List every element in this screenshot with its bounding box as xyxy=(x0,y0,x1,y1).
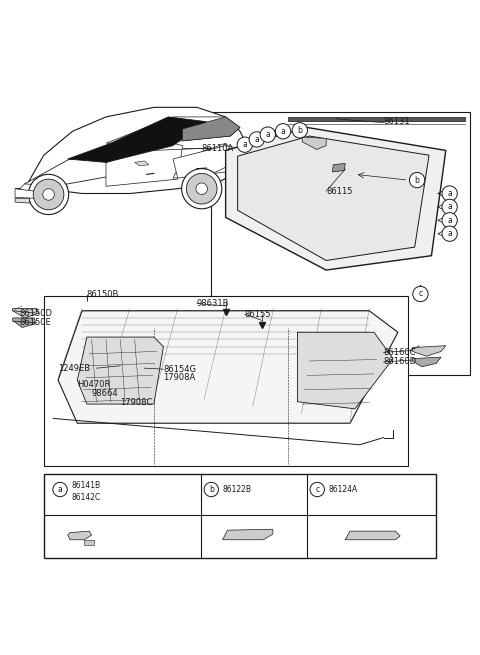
Text: b: b xyxy=(209,485,214,494)
Text: a: a xyxy=(281,127,286,136)
Text: 86141B: 86141B xyxy=(72,481,101,490)
Circle shape xyxy=(204,482,218,496)
Circle shape xyxy=(43,189,54,200)
Circle shape xyxy=(442,226,457,241)
Circle shape xyxy=(292,122,308,138)
Circle shape xyxy=(28,174,69,215)
Circle shape xyxy=(196,183,207,195)
Polygon shape xyxy=(238,136,429,261)
Polygon shape xyxy=(68,531,92,540)
Polygon shape xyxy=(223,529,273,540)
Circle shape xyxy=(442,186,457,201)
Text: 86131: 86131 xyxy=(384,117,410,126)
Polygon shape xyxy=(58,310,398,423)
Text: 86110A: 86110A xyxy=(202,143,234,153)
Circle shape xyxy=(442,199,457,215)
Text: 86160C: 86160C xyxy=(384,348,416,357)
Text: 86124A: 86124A xyxy=(329,485,358,494)
Text: b: b xyxy=(415,176,420,185)
Polygon shape xyxy=(24,151,140,186)
Polygon shape xyxy=(68,117,206,162)
Text: a: a xyxy=(242,140,247,149)
Polygon shape xyxy=(302,137,326,149)
Polygon shape xyxy=(12,318,36,328)
Text: 86122B: 86122B xyxy=(223,485,252,494)
Text: c: c xyxy=(315,485,319,494)
Text: 86150D: 86150D xyxy=(20,309,53,318)
Text: a: a xyxy=(254,135,259,144)
Bar xyxy=(44,297,408,466)
Text: b: b xyxy=(298,126,302,135)
Polygon shape xyxy=(15,189,34,198)
Polygon shape xyxy=(182,117,240,141)
Text: H0470R: H0470R xyxy=(77,381,111,390)
Circle shape xyxy=(442,213,457,228)
Bar xyxy=(211,112,470,375)
Text: 17908C: 17908C xyxy=(120,398,153,407)
Polygon shape xyxy=(84,540,94,544)
Circle shape xyxy=(249,132,264,147)
Circle shape xyxy=(53,482,67,496)
Polygon shape xyxy=(226,128,446,270)
Polygon shape xyxy=(106,117,240,143)
Polygon shape xyxy=(173,145,250,178)
Text: 86154G: 86154G xyxy=(163,365,196,373)
Polygon shape xyxy=(77,337,163,404)
Text: 86155: 86155 xyxy=(245,310,271,318)
Polygon shape xyxy=(288,117,465,121)
Polygon shape xyxy=(20,184,68,198)
Polygon shape xyxy=(345,531,400,540)
Polygon shape xyxy=(12,309,39,318)
Polygon shape xyxy=(412,346,446,356)
Text: a: a xyxy=(58,485,62,494)
Polygon shape xyxy=(173,143,240,178)
Text: 1249EB: 1249EB xyxy=(58,364,90,373)
Polygon shape xyxy=(412,357,441,367)
Circle shape xyxy=(33,179,64,210)
Circle shape xyxy=(413,286,428,302)
Polygon shape xyxy=(298,332,393,409)
Text: 86150E: 86150E xyxy=(20,318,51,328)
Text: 98664: 98664 xyxy=(92,389,118,398)
Text: a: a xyxy=(265,130,270,139)
Text: 86150B: 86150B xyxy=(87,290,119,299)
Text: c: c xyxy=(419,290,422,299)
Text: 86160D: 86160D xyxy=(384,358,417,366)
Text: 86115: 86115 xyxy=(326,187,353,196)
Text: a: a xyxy=(447,229,452,238)
Circle shape xyxy=(181,168,222,209)
Circle shape xyxy=(276,124,291,139)
Text: a: a xyxy=(447,215,452,225)
Polygon shape xyxy=(332,163,345,172)
Bar xyxy=(44,474,436,558)
Text: 86142C: 86142C xyxy=(72,493,101,502)
Circle shape xyxy=(310,482,324,496)
Polygon shape xyxy=(135,161,149,166)
Text: 98631B: 98631B xyxy=(197,299,229,308)
Text: a: a xyxy=(447,189,452,198)
Text: a: a xyxy=(447,202,452,212)
Text: 17908A: 17908A xyxy=(163,373,196,383)
Circle shape xyxy=(186,174,217,204)
Polygon shape xyxy=(15,198,29,203)
Polygon shape xyxy=(106,143,182,186)
Circle shape xyxy=(260,127,276,142)
Circle shape xyxy=(409,172,425,188)
Polygon shape xyxy=(15,107,250,193)
Circle shape xyxy=(237,137,252,153)
